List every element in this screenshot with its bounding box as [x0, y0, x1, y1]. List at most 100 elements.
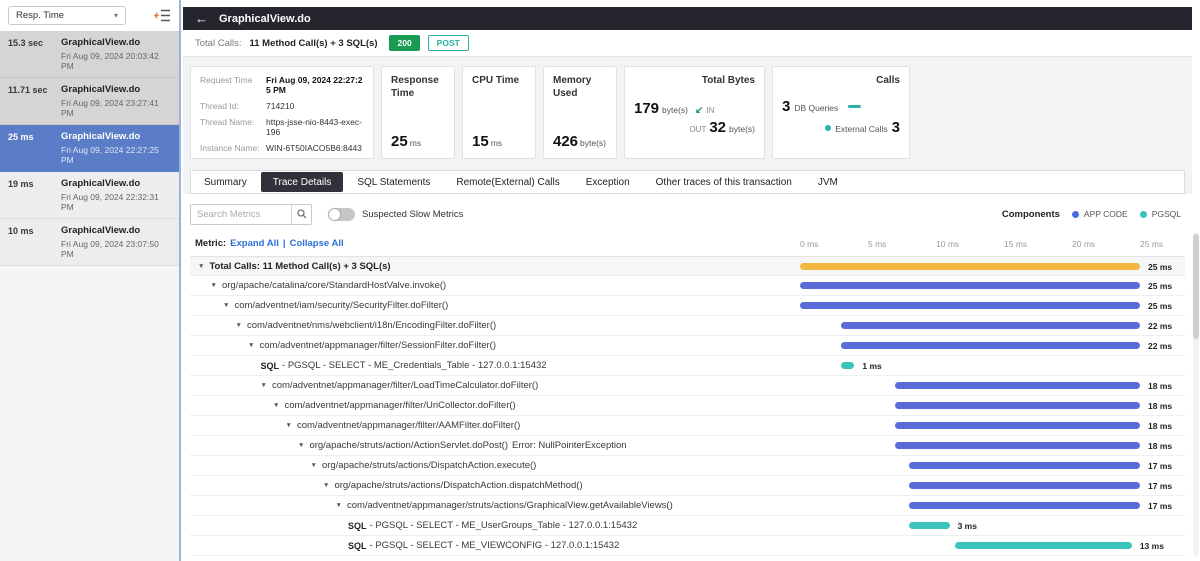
tab-jvm[interactable]: JVM	[817, 176, 838, 188]
duration-bar[interactable]	[800, 302, 1140, 309]
back-arrow-icon[interactable]: ←	[195, 11, 208, 26]
trace-row[interactable]: ▼ com/adventnet/appmanager/filter/AAMFilt…	[190, 416, 1185, 436]
expand-arrow-icon[interactable]: ▼	[285, 422, 292, 429]
trace-item-name: GraphicalView.do	[61, 225, 141, 236]
tab-sql-statements[interactable]: SQL Statements	[357, 176, 431, 188]
search-input[interactable]	[191, 204, 291, 224]
expand-arrow-icon[interactable]: ▼	[335, 502, 342, 509]
trace-list-item[interactable]: 25 ms GraphicalView.do Fri Aug 09, 2024 22…	[0, 125, 179, 172]
trace-row[interactable]: SQL - PGSQL - SELECT - ME_UserGroups_Tabl…	[190, 516, 1185, 536]
trace-row[interactable]: ▼ org/apache/struts/action/ActionServlet.…	[190, 436, 1185, 456]
tab-summary[interactable]: Summary	[204, 176, 247, 188]
status-badge: 200	[389, 35, 420, 51]
duration-bar[interactable]	[840, 322, 1140, 329]
trace-row[interactable]: ▼ org/apache/struts/actions/DispatchActio…	[190, 476, 1185, 496]
scrollbar[interactable]	[1193, 232, 1199, 557]
duration-label: 18 ms	[1148, 381, 1173, 391]
trace-list-item[interactable]: 15.3 sec GraphicalView.do Fri Aug 09, 2024…	[0, 31, 179, 78]
tab-trace-details[interactable]: Trace Details	[260, 172, 344, 192]
duration-bar[interactable]	[955, 542, 1132, 549]
bytes-out-row: OUT 32 byte(s)	[634, 119, 755, 136]
tab-other-traces-of-this-transaction[interactable]: Other traces of this transaction	[655, 176, 792, 188]
trace-list-item[interactable]: 10 ms GraphicalView.do Fri Aug 09, 2024 23…	[0, 219, 179, 266]
bytes-in-label: IN	[706, 106, 715, 115]
info-value: 714210	[266, 101, 295, 111]
duration-bar[interactable]	[908, 462, 1140, 469]
expand-arrow-icon[interactable]: ▼	[273, 402, 280, 409]
bytes-in-row: 179 byte(s) ↙ IN	[634, 100, 755, 117]
legend-item[interactable]: APP CODE	[1071, 209, 1128, 219]
trace-list-item[interactable]: 11.71 sec GraphicalView.do Fri Aug 09, 202…	[0, 78, 179, 125]
trace-row[interactable]: ▼ com/adventnet/iam/security/SecurityFilt…	[190, 296, 1185, 316]
response-time-card: Response Time 25 ms	[381, 66, 455, 159]
trace-row-text: com/adventnet/appmanager/filter/LoadTime…	[271, 380, 539, 391]
expand-arrow-icon[interactable]: ▼	[198, 262, 205, 270]
trace-row-text: Total Calls: 11 Method Call(s) + 3 SQL(s…	[209, 260, 391, 272]
duration-label: 18 ms	[1148, 401, 1173, 411]
duration-label: 18 ms	[1148, 421, 1173, 431]
tab-remote-external-calls[interactable]: Remote(External) Calls	[456, 176, 560, 188]
duration-bar[interactable]	[840, 362, 855, 369]
trace-row[interactable]: ▼ com/adventnet/appmanager/filter/LoadTim…	[190, 376, 1185, 396]
scrollbar-thumb[interactable]	[1193, 234, 1199, 339]
trace-item-date: Fri Aug 09, 2024 22:27:25 PM	[61, 145, 159, 165]
info-label: Thread Id:	[200, 101, 239, 111]
cpu-time-unit: ms	[490, 138, 503, 148]
slow-metrics-toggle[interactable]	[328, 207, 355, 221]
duration-bar[interactable]	[895, 442, 1140, 449]
trace-row[interactable]: ▼ com/adventnet/appmanager/struts/actions…	[190, 496, 1185, 516]
trace-list-item[interactable]: 19 ms GraphicalView.do Fri Aug 09, 2024 22…	[0, 172, 179, 219]
duration-bar[interactable]	[908, 502, 1140, 509]
trace-row[interactable]: ▼ org/apache/struts/actions/DispatchActio…	[190, 456, 1185, 476]
trace-row[interactable]: ▼ com/adventnet/nms/webclient/i18n/Encodi…	[190, 316, 1185, 336]
timeline-tick: 15 ms	[1004, 239, 1028, 249]
trace-row[interactable]: SQL - PGSQL - SELECT - ME_Credentials_Tab…	[190, 356, 1185, 376]
trace-row[interactable]: ▼ com/adventnet/appmanager/filter/UriColl…	[190, 396, 1185, 416]
expand-arrow-icon[interactable]: ▼	[210, 282, 217, 289]
expand-arrow-icon[interactable]: ▼	[223, 302, 230, 309]
sort-dropdown[interactable]: Resp. Time ▾	[8, 6, 126, 25]
trace-row[interactable]: ▼ Total Calls: 11 Method Call(s) + 3 SQL(…	[190, 256, 1185, 276]
db-queries-dash-icon	[848, 105, 862, 108]
timeline-tick: 5 ms	[868, 239, 887, 249]
duration-bar[interactable]	[908, 522, 950, 529]
expand-arrow-icon[interactable]: ▼	[323, 482, 330, 489]
trace-item-date: Fri Aug 09, 2024 23:27:41 PM	[61, 98, 159, 118]
duration-bar[interactable]	[800, 263, 1140, 270]
duration-label: 1 ms	[862, 361, 882, 371]
tab-exception[interactable]: Exception	[585, 176, 630, 188]
duration-label: 13 ms	[1139, 541, 1164, 551]
trace-row[interactable]: ▼ org/apache/catalina/core/StandardHostVa…	[190, 276, 1185, 296]
duration-label: 25 ms	[1148, 262, 1173, 272]
duration-label: 18 ms	[1148, 441, 1173, 451]
duration-bar[interactable]	[908, 482, 1140, 489]
expand-arrow-icon[interactable]: ▼	[310, 462, 317, 469]
legend-item[interactable]: PGSQL	[1139, 209, 1181, 219]
duration-bar[interactable]	[800, 282, 1140, 289]
duration-bar[interactable]	[895, 382, 1140, 389]
search-icon[interactable]	[291, 204, 311, 224]
trace-row[interactable]: ▼ com/adventnet/appmanager/filter/Session…	[190, 336, 1185, 356]
expand-arrow-icon[interactable]: ▼	[235, 322, 242, 329]
trace-row-label: ▼ com/adventnet/nms/webclient/i18n/Encodi…	[190, 316, 790, 335]
duration-bar[interactable]	[840, 342, 1140, 349]
expand-arrow-icon[interactable]: ▼	[248, 342, 255, 349]
duration-bar[interactable]	[895, 402, 1140, 409]
collapse-all-link[interactable]: Collapse All	[289, 238, 344, 249]
timeline-tick: 20 ms	[1072, 239, 1096, 249]
bytes-out-label: OUT	[689, 125, 707, 134]
components-label: Components	[1001, 208, 1060, 220]
total-calls-strip: Total Calls: 11 Method Call(s) + 3 SQL(s…	[183, 30, 1192, 57]
search-box	[190, 203, 312, 225]
expand-arrow-icon[interactable]: ▼	[260, 382, 267, 389]
expand-all-link[interactable]: Expand All	[230, 238, 279, 249]
trace-row-label: ▼ com/adventnet/iam/security/SecurityFilt…	[190, 296, 790, 315]
response-time-unit: ms	[409, 138, 422, 148]
collapse-sidebar-icon[interactable]	[154, 9, 171, 22]
trace-row[interactable]: SQL - PGSQL - SELECT - ME_VIEWCONFIG - 12…	[190, 536, 1185, 556]
expand-arrow-icon[interactable]: ▼	[298, 442, 305, 449]
cpu-time-number: 15	[472, 133, 489, 150]
total-calls-value: 11 Method Call(s) + 3 SQL(s)	[249, 37, 378, 49]
duration-bar[interactable]	[895, 422, 1140, 429]
